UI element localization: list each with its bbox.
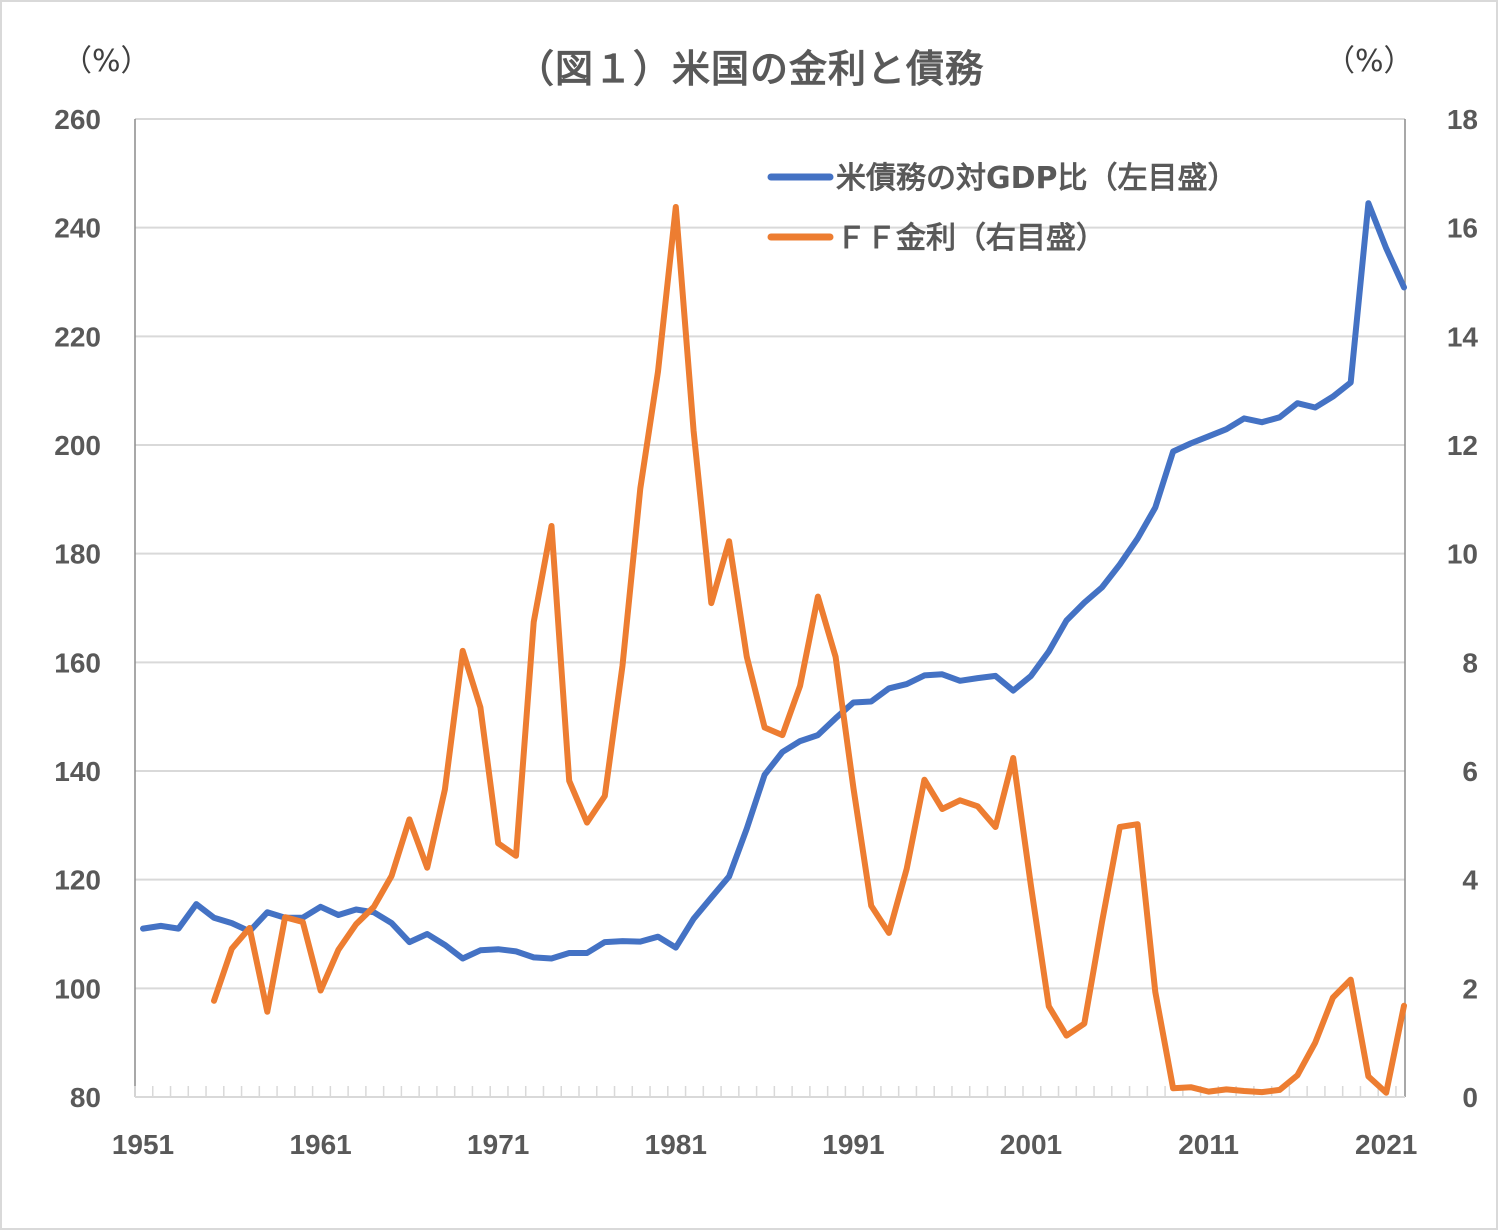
left-tick-label: 200 — [54, 430, 101, 461]
left-axis-unit: （%） — [62, 44, 151, 79]
x-tick-label: 1961 — [289, 1129, 351, 1160]
chart-title: （図１）米国の金利と債務 — [515, 47, 984, 91]
left-tick-label: 240 — [54, 213, 101, 244]
left-tick-label: 120 — [54, 865, 101, 896]
gridlines — [135, 118, 1405, 990]
x-tick-label: 1991 — [822, 1129, 884, 1160]
legend-label-ff-rate: ＦＦ金利（右目盛） — [836, 221, 1106, 256]
right-tick-label: 4 — [1462, 865, 1478, 896]
legend-label-debt: 米債務の対GDP比（左目盛） — [836, 161, 1238, 196]
x-tick-label: 1971 — [467, 1129, 529, 1160]
right-tick-label: 8 — [1462, 647, 1478, 678]
right-tick-label: 14 — [1447, 321, 1479, 352]
right-tick-label: 2 — [1462, 973, 1478, 1004]
legend: 米債務の対GDP比（左目盛） ＦＦ金利（右目盛） — [767, 161, 1238, 256]
right-tick-label: 10 — [1447, 539, 1478, 570]
right-axis-unit: （%） — [1325, 44, 1414, 79]
x-tick-label: 2021 — [1355, 1129, 1417, 1160]
x-axis-labels: 1951 1961 1971 1981 1991 2001 2011 2021 — [112, 1129, 1417, 1160]
right-tick-label: 0 — [1462, 1082, 1478, 1113]
left-tick-label: 100 — [54, 973, 101, 1004]
left-tick-label: 260 — [54, 104, 101, 135]
right-tick-label: 16 — [1447, 213, 1478, 244]
data-series — [140, 200, 1407, 1096]
x-tick-label: 2001 — [1000, 1129, 1062, 1160]
debt-to-gdp-line — [140, 200, 1407, 962]
left-tick-label: 80 — [70, 1082, 101, 1113]
left-y-axis-labels: 80 100 120 140 160 180 200 220 240 260 — [54, 104, 101, 1113]
right-tick-label: 18 — [1447, 104, 1478, 135]
x-tick-label: 2011 — [1178, 1129, 1239, 1160]
axes — [134, 119, 1406, 1098]
left-tick-label: 220 — [54, 321, 101, 352]
x-tick-label: 1981 — [645, 1129, 707, 1160]
left-tick-label: 180 — [54, 539, 101, 570]
right-tick-label: 6 — [1462, 756, 1478, 787]
right-tick-label: 12 — [1447, 430, 1478, 461]
ff-rate-line — [211, 204, 1407, 1096]
right-y-axis-labels: 0 2 4 6 8 10 12 14 16 18 — [1447, 104, 1479, 1113]
left-tick-label: 160 — [54, 647, 101, 678]
left-tick-label: 140 — [54, 756, 101, 787]
x-tick-label: 1951 — [112, 1129, 174, 1160]
